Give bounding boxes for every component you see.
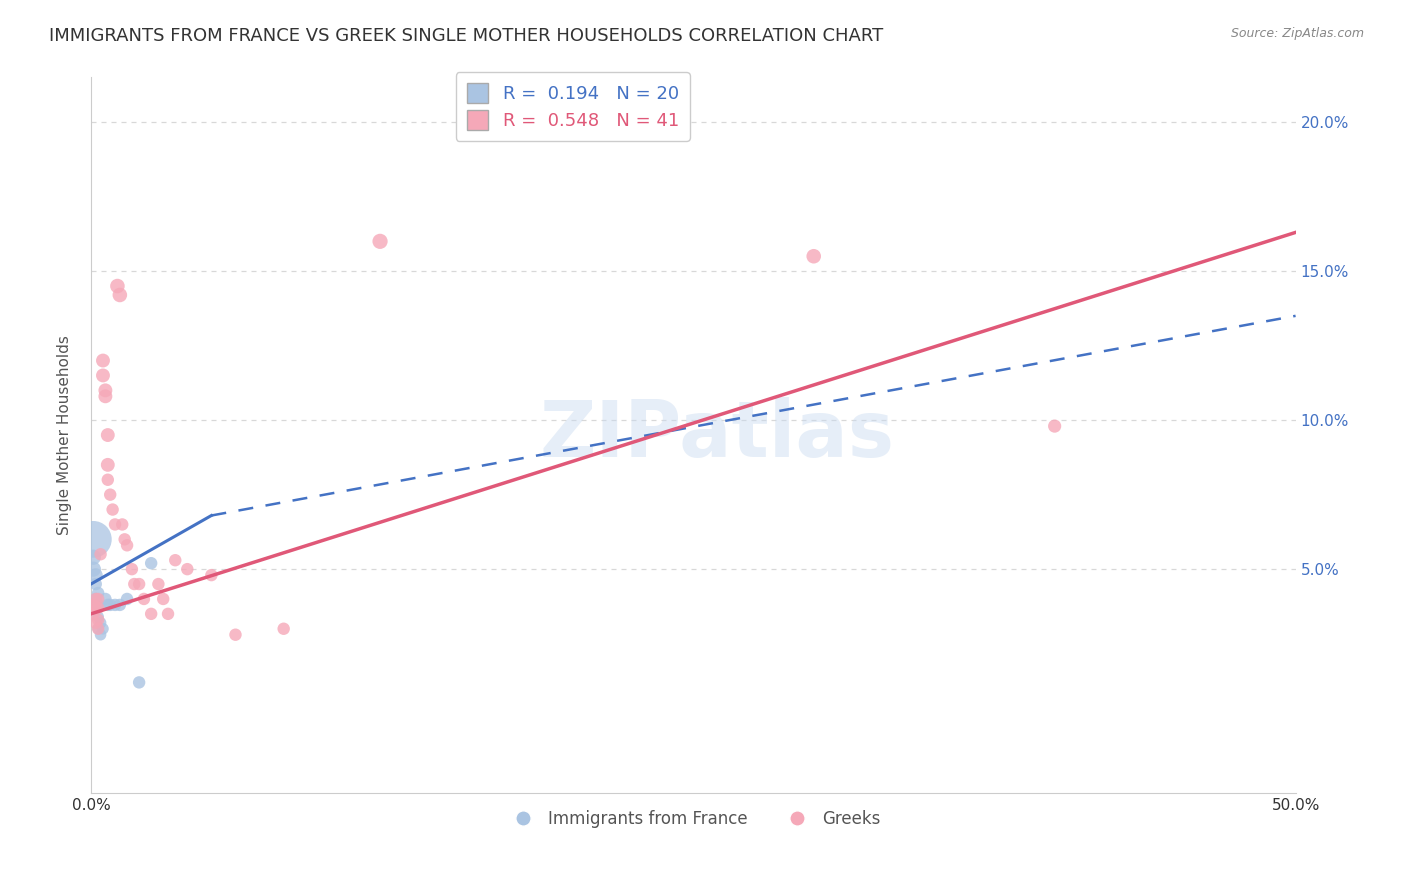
Point [157,607,180,621]
Legend: Immigrants from France, Greeks: Immigrants from France, Greeks [499,803,887,834]
Point [87,610,110,624]
Point [91,622,114,636]
Point [108,598,131,612]
Point [803,249,825,263]
Point [101,502,124,516]
Text: Source: ZipAtlas.com: Source: ZipAtlas.com [1230,27,1364,40]
Point [368,235,391,249]
Point [115,538,138,552]
Point [97,473,120,487]
Point [94,389,117,403]
Point [98,598,121,612]
Point [124,577,146,591]
Point [87,622,110,636]
Point [141,607,163,621]
Point [224,628,246,642]
Point [132,591,155,606]
Point [104,517,127,532]
Text: ZIPatlas: ZIPatlas [540,397,894,473]
Point [128,577,150,591]
Point [104,598,127,612]
Point [91,353,114,368]
Point [115,591,138,606]
Point [90,615,112,630]
Point [87,622,110,636]
Point [82,533,104,547]
Point [121,562,143,576]
Point [94,591,117,606]
Point [87,598,110,612]
Point [82,598,104,612]
Point [87,613,110,627]
Point [84,568,107,582]
Point [87,591,110,606]
Point [82,550,104,565]
Point [107,279,129,293]
Point [84,615,107,630]
Point [97,428,120,442]
Point [97,598,120,612]
Point [97,458,120,472]
Point [90,628,112,642]
Point [148,577,170,591]
Point [82,607,104,621]
Point [87,586,110,600]
Point [141,556,163,570]
Point [84,577,107,591]
Point [152,591,174,606]
Point [98,488,121,502]
Point [114,533,136,547]
Y-axis label: Single Mother Households: Single Mother Households [58,335,72,535]
Point [84,591,107,606]
Point [82,562,104,576]
Point [111,517,134,532]
Point [84,600,107,615]
Point [108,288,131,302]
Point [273,622,295,636]
Point [200,568,222,582]
Point [90,547,112,561]
Point [1043,419,1066,434]
Point [91,368,114,383]
Point [165,553,187,567]
Point [176,562,198,576]
Point [84,591,107,606]
Point [87,600,110,615]
Point [94,384,117,398]
Point [128,675,150,690]
Text: IMMIGRANTS FROM FRANCE VS GREEK SINGLE MOTHER HOUSEHOLDS CORRELATION CHART: IMMIGRANTS FROM FRANCE VS GREEK SINGLE M… [49,27,883,45]
